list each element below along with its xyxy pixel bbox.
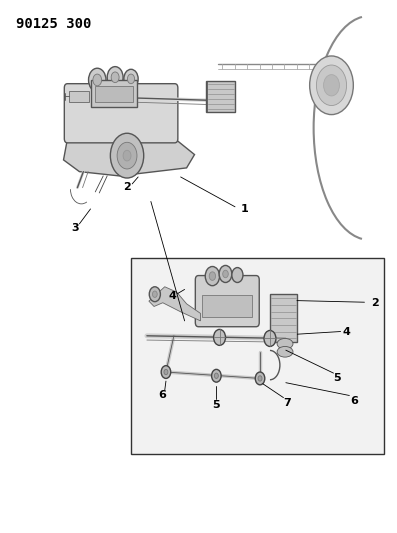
Bar (91, 80, 137, 107)
Circle shape (258, 376, 262, 381)
Circle shape (310, 56, 353, 115)
Bar (202, 295, 252, 317)
Text: 1: 1 (240, 204, 248, 214)
Circle shape (214, 329, 225, 345)
Circle shape (316, 65, 347, 106)
Circle shape (205, 266, 220, 286)
Text: 7: 7 (283, 399, 291, 408)
Circle shape (123, 150, 131, 161)
Circle shape (107, 67, 123, 88)
Circle shape (214, 373, 218, 378)
Circle shape (117, 142, 137, 169)
Circle shape (110, 133, 144, 178)
Text: 4: 4 (169, 291, 177, 301)
Polygon shape (149, 287, 200, 321)
Circle shape (255, 372, 265, 385)
Ellipse shape (277, 346, 293, 357)
Circle shape (149, 287, 160, 302)
Text: 2: 2 (123, 182, 131, 191)
Circle shape (232, 268, 243, 282)
Circle shape (127, 74, 135, 84)
Circle shape (324, 75, 339, 96)
Text: 2: 2 (371, 298, 379, 308)
Ellipse shape (277, 338, 293, 349)
Text: 3: 3 (71, 223, 79, 233)
Circle shape (219, 265, 232, 282)
Circle shape (89, 68, 106, 92)
Text: 6: 6 (350, 396, 358, 406)
Circle shape (209, 272, 216, 280)
Circle shape (124, 69, 138, 88)
Text: 90125 300: 90125 300 (16, 17, 91, 31)
Bar (131, 258, 384, 454)
Circle shape (161, 366, 171, 378)
Circle shape (111, 72, 119, 83)
FancyBboxPatch shape (64, 84, 178, 143)
Text: 6: 6 (158, 391, 166, 400)
Circle shape (212, 369, 221, 382)
Circle shape (164, 369, 168, 375)
Text: 5: 5 (333, 374, 341, 383)
Text: 4: 4 (342, 327, 350, 336)
Circle shape (223, 270, 228, 278)
Circle shape (93, 74, 102, 86)
Circle shape (264, 330, 276, 346)
Bar (206, 81, 235, 112)
Bar (95, 86, 133, 102)
Text: 5: 5 (212, 400, 220, 410)
Bar (270, 294, 297, 342)
Circle shape (152, 291, 157, 297)
Polygon shape (64, 139, 195, 176)
Bar (69, 91, 89, 102)
FancyBboxPatch shape (195, 276, 259, 327)
